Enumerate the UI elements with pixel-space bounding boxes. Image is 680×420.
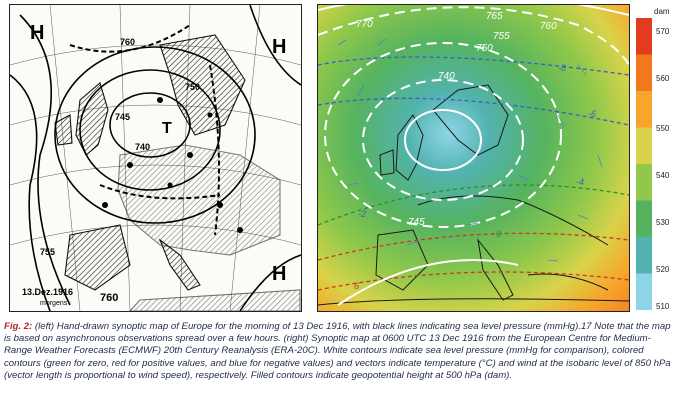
low-label: T (162, 120, 172, 137)
isobars (318, 5, 629, 306)
isobar-label: 745 (115, 112, 130, 122)
isobar-label: 760 (540, 21, 557, 32)
colorbar-ticks: 570 560 550 540 530 520 510 (656, 27, 670, 311)
fronts (69, 24, 221, 236)
temperature-label: 0 (496, 229, 501, 239)
wind-vectors (337, 38, 603, 262)
colorbar-swatch (636, 273, 652, 311)
geopotential-colorbar: dam 570 560 550 540 530 520 510 (634, 4, 680, 311)
figure-caption-text: (left) Hand-drawn synoptic map of Europe… (4, 321, 671, 381)
temperature-contours (318, 56, 629, 291)
map-date-label: 13.Dez.1916 (22, 287, 73, 297)
hand-drawn-map-drawing: H H H T 760 750 745 740 755 760 13.Dez.1… (10, 5, 301, 311)
temperature-labels: -8 -6 -4 0 6 -2 (354, 63, 596, 291)
temperature-label: -8 (558, 63, 566, 73)
temperature-label: 6 (354, 281, 359, 291)
isobar-label: 770 (356, 19, 373, 30)
colorbar-tick: 570 (656, 27, 670, 36)
isobar-label: 750 (185, 82, 200, 92)
isobar-label: 765 (486, 11, 503, 22)
isobar-label: 760 (120, 37, 135, 47)
temperature-label: -4 (576, 177, 584, 187)
colorbar-swatches (636, 18, 652, 311)
colorbar-unit: dam (654, 7, 670, 16)
isobar-label: 760 (100, 292, 118, 304)
colorbar-tick: 540 (656, 171, 670, 180)
isobar-label: 740 (135, 142, 150, 152)
isobar-label: 745 (408, 217, 425, 228)
figure-label: Fig. 2: (4, 321, 33, 332)
high-label-northeast: H (272, 36, 286, 58)
pressure-labels: H H H T 760 750 745 740 755 760 (30, 22, 286, 304)
temperature-label: -6 (588, 109, 596, 119)
colorbar-swatch (636, 237, 652, 274)
isobar-label: 750 (476, 43, 493, 54)
reanalysis-map: 770 765 760 755 750 740 745 -8 -6 -4 0 6… (317, 4, 630, 312)
high-label-northwest: H (30, 22, 44, 44)
colorbar-swatch (636, 200, 652, 238)
colorbar-swatch (636, 127, 652, 165)
isobar-labels: 770 765 760 755 750 740 745 (356, 11, 557, 228)
reanalysis-map-drawing: 770 765 760 755 750 740 745 -8 -6 -4 0 6… (318, 5, 629, 311)
colorbar-tick: 510 (656, 302, 670, 310)
hand-drawn-synoptic-map: H H H T 760 750 745 740 755 760 13.Dez.1… (9, 4, 302, 312)
map-time-label: morgens (40, 300, 68, 307)
isobar-label: 755 (40, 247, 55, 257)
landmass-outlines (54, 34, 301, 311)
colorbar-swatch (636, 164, 652, 201)
colorbar-graphic: dam 570 560 550 540 530 520 510 (636, 7, 670, 311)
colorbar-swatch (636, 18, 652, 55)
colorbar-tick: 520 (656, 265, 670, 274)
isobar-label: 740 (438, 71, 455, 82)
station-markers (102, 97, 243, 233)
figure-caption: Fig. 2: (left) Hand-drawn synoptic map o… (4, 321, 676, 382)
colorbar-swatch (636, 91, 652, 128)
isobars (10, 5, 301, 311)
colorbar-tick: 530 (656, 218, 670, 227)
colorbar-tick: 550 (656, 124, 670, 133)
colorbar-swatch (636, 54, 652, 92)
colorbar-tick: 560 (656, 74, 670, 83)
temperature-label: -2 (358, 209, 366, 219)
isobar-label: 755 (493, 31, 510, 42)
high-label-southeast: H (272, 263, 286, 285)
